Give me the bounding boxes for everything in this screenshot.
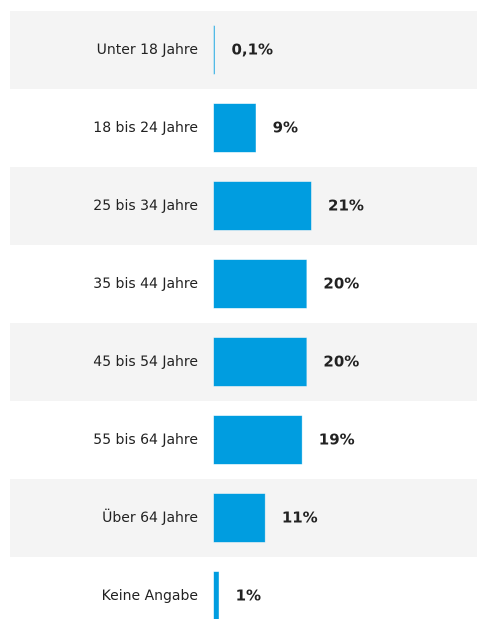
value-label: 21%: [328, 197, 364, 215]
bar: [213, 415, 303, 465]
category-label: 18 bis 24 Jahre: [93, 120, 198, 136]
category-label: 25 bis 34 Jahre: [93, 198, 198, 214]
bar: [213, 493, 266, 543]
bar: [213, 259, 307, 309]
category-label: Unter 18 Jahre: [97, 42, 198, 58]
value-label: 11%: [282, 509, 318, 527]
value-label: 0,1%: [231, 41, 273, 59]
category-label: Keine Angabe: [102, 588, 198, 604]
value-label: 1%: [236, 587, 261, 605]
bar: [213, 103, 256, 153]
value-label: 9%: [273, 119, 298, 137]
bar: [213, 571, 220, 619]
row-background: [10, 11, 477, 89]
category-label: Über 64 Jahre: [102, 508, 198, 526]
value-label: 20%: [323, 353, 359, 371]
bar: [213, 181, 312, 231]
category-label: 35 bis 44 Jahre: [93, 276, 198, 292]
category-label: 55 bis 64 Jahre: [93, 432, 198, 448]
bar: [213, 337, 307, 387]
value-label: 20%: [323, 275, 359, 293]
value-label: 19%: [319, 431, 355, 449]
category-label: 45 bis 54 Jahre: [93, 354, 198, 370]
